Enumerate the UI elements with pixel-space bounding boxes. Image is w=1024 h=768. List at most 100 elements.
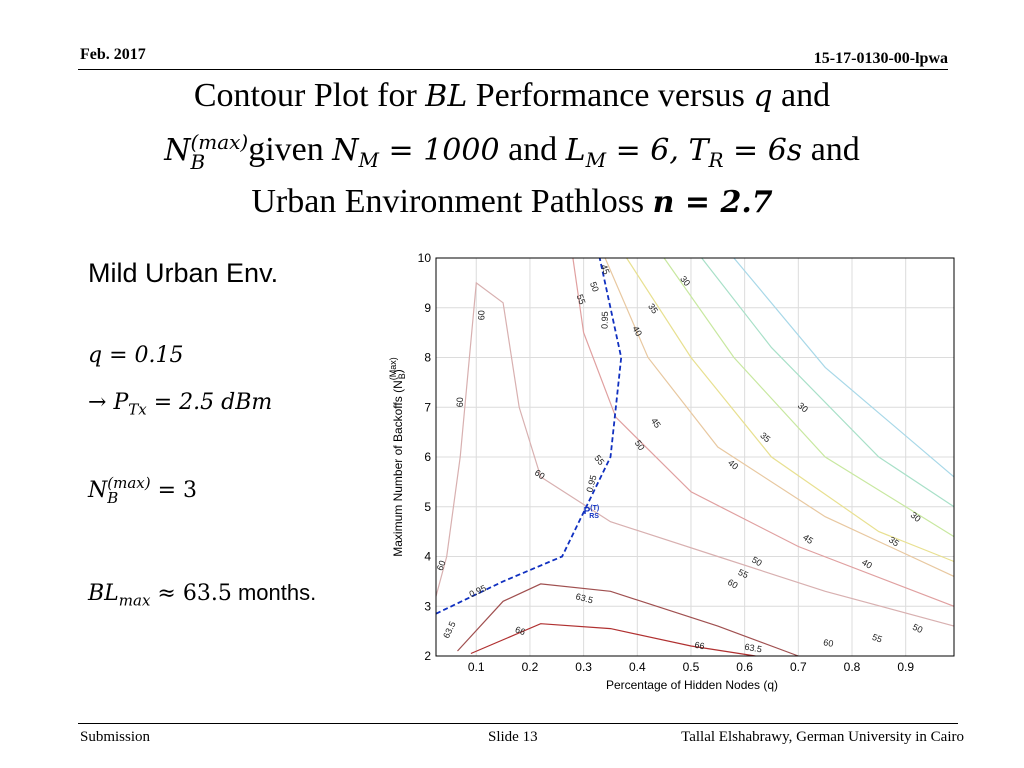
contour-line-50 [604,257,955,577]
title-lm-sub: M [585,148,607,172]
footer-slide-number: Slide 13 [488,729,538,745]
x-tick-label: 0.6 [736,660,753,674]
contour-label: 30 [678,274,692,288]
bl-max-value: BLmax ≈ 63.5 months. [88,580,316,609]
contour-label: 55 [592,453,606,467]
footer-submission: Submission [80,729,151,745]
title-tr-eq: = 6s [723,133,803,168]
contour-label: 66 [514,624,527,637]
title-nm-symbol: N [332,133,359,168]
y-tick-label: 2 [424,649,431,663]
q-value: q = 0.15 [88,343,184,368]
contour-label: 55 [575,293,588,306]
footer-rule [78,723,958,724]
contour-label: 60 [435,559,448,572]
nb-sub: B [107,489,119,507]
title-math-lm: LM = 6, TR = 6s [565,133,803,171]
title-nb-scripts: (max) B [190,132,248,172]
contour-label: 40 [630,324,644,338]
title-line-3: Urban Environment Pathloss n = 2.7 [60,182,964,221]
header-rule [78,69,948,70]
contour-label: 40 [860,557,874,571]
contour-line-35 [701,257,955,508]
footer-author: Tallal Elshabrawy, German University in … [681,729,964,745]
contour-label: 30 [909,510,923,524]
contour-label: 55 [871,632,884,645]
contour-label: 35 [887,535,901,549]
nb-eq: = 3 [150,478,198,503]
header-doc-id: 15-17-0130-00-lpwa [813,50,948,67]
contour-label: 60 [823,637,835,649]
contour-label: 45 [801,532,815,546]
x-tick-label: 0.3 [575,660,592,674]
title-text: Urban Environment Pathloss [251,183,653,220]
title-nb-sub: B [190,150,206,174]
title-line-1: Contour Plot for BL Performance versus q… [60,76,964,115]
prs-annotation: P(T) RS [584,505,600,520]
title-lm-symbol: L [565,133,586,168]
title-nm-sub: M [358,148,379,172]
q-line: q = 0.15 [88,343,184,368]
ptx-value: → PTx = 2.5 dBm [88,390,272,418]
contour-label: 50 [588,280,601,293]
ptx-symbol: P [113,390,129,415]
nb-symbol: N [88,478,108,503]
arrow-icon: → [88,390,107,415]
title-tr-symbol: T [688,133,709,168]
contour-label: 50 [911,622,924,635]
title-text: and [772,77,831,114]
title-nb-symbol: N [164,133,191,168]
plot-frame [435,257,955,657]
y-tick-label: 5 [424,500,431,514]
title-text: Contour Plot for [193,77,426,114]
title-nb-sup: (max) [190,130,249,154]
title-lm-eq: = 6, [606,133,689,168]
title-math-q: q [753,79,773,114]
nb-scripts: (max) B [107,476,150,506]
bl-sub: max [118,591,151,610]
contour-label: 35 [758,430,772,444]
contour-label: 0.95 [599,311,610,329]
y-tick-label: 8 [424,351,431,365]
contour-label: 0.95 [468,583,488,599]
contour-label: 60 [533,467,547,481]
title-text: and [802,131,860,168]
contour-line-63-5 [457,583,799,657]
contour-label: 0.95 [584,474,598,494]
title-nm-eq: = 1000 [379,133,500,168]
contour-label: 45 [599,263,612,276]
x-tick-label: 0.4 [629,660,646,674]
boundary-line-0-95 [435,257,623,615]
y-tick-label: 10 [418,251,432,265]
contour-line-45 [626,257,955,563]
contour-line-30 [733,257,955,478]
contour-label: 50 [633,438,647,452]
x-tick-label: 0.1 [468,660,485,674]
title-text: Performance versus [467,77,754,114]
title-text: and [499,131,566,168]
y-tick-label: 4 [424,550,431,564]
ptx-sub: Tx [128,400,147,419]
contour-label: 55 [737,567,750,580]
contour-label: 35 [646,302,660,316]
contour-label: 50 [750,555,764,569]
y-tick-label: 3 [424,599,431,613]
contour-label: 63.5 [575,591,595,605]
y-tick-label: 9 [424,301,431,315]
contour-label: 45 [649,416,663,430]
contour-label: 63.5 [744,642,763,655]
contour-label: 60 [726,577,740,591]
title-math-nm: NM = 1000 [332,133,500,171]
contour-line-60 [435,281,955,627]
bl-unit: months. [231,580,317,605]
title-math-nb: N (max) B [164,132,248,172]
contour-label: 60 [455,397,465,407]
contour-line-55 [572,257,955,607]
y-tick-label: 6 [424,450,431,464]
x-tick-label: 0.5 [683,660,700,674]
contour-label: 40 [726,458,740,472]
y-axis-label: Maximum Number of Backoffs (N(Max)B) [388,357,407,557]
x-tick-label: 0.8 [844,660,861,674]
contour-label: 66 [694,640,706,652]
